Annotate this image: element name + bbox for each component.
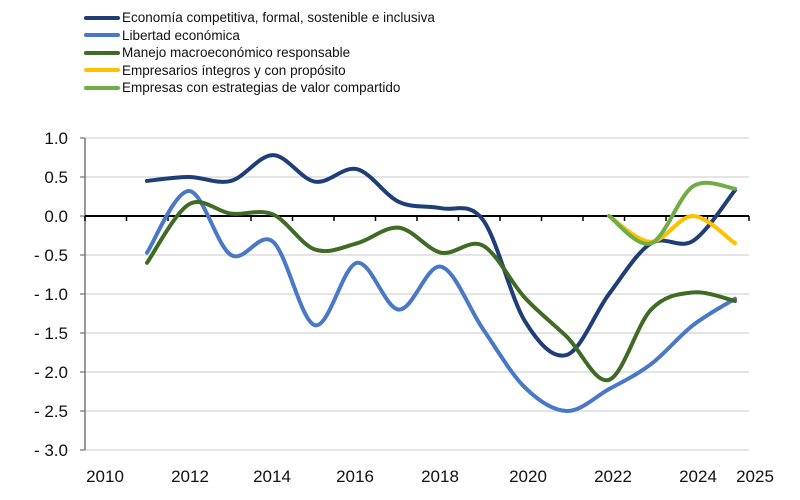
legend-item: Economía competitiva, formal, sostenible… bbox=[84, 9, 435, 27]
y-tick-label: - 3.0 bbox=[34, 441, 68, 460]
x-tick-label: 2010 bbox=[86, 467, 124, 486]
x-tick-label: 2014 bbox=[253, 467, 291, 486]
series-group bbox=[145, 189, 737, 414]
legend-label: Empresarios íntegros y con propósito bbox=[122, 62, 346, 78]
y-tick-label: 0.0 bbox=[44, 207, 68, 226]
series-line bbox=[145, 189, 737, 414]
legend-label: Economía competitiva, formal, sostenible… bbox=[122, 10, 435, 26]
x-tick-label: 2016 bbox=[336, 467, 374, 486]
series-group bbox=[145, 153, 737, 358]
y-tick-label: 1.0 bbox=[44, 129, 68, 148]
legend-item: Manejo macroeconómico responsable bbox=[84, 44, 435, 62]
legend-swatch bbox=[84, 68, 120, 73]
y-tick-label: - 1.0 bbox=[34, 285, 68, 304]
x-tick-labels: 2010 2012 2014 2016 2018 2020 2022 2024 2025 bbox=[86, 467, 774, 486]
legend-swatch bbox=[84, 33, 120, 38]
y-tick-labels: 1.0 0.5 0.0 - 0.5 - 1.0 - 1.5 - 2.0 - 2.5 - 3.0 bbox=[34, 129, 68, 460]
y-tick-label: - 2.5 bbox=[34, 402, 68, 421]
series-line bbox=[607, 180, 737, 246]
legend-swatch bbox=[84, 85, 120, 90]
chart-legend: Economía competitiva, formal, sostenible… bbox=[84, 9, 435, 97]
legend-swatch bbox=[84, 50, 120, 55]
legend-label: Empresas con estrategias de valor compar… bbox=[122, 80, 401, 96]
x-tick-label: 2025 bbox=[736, 467, 774, 486]
legend-item: Empresas con estrategias de valor compar… bbox=[84, 79, 435, 97]
y-tick-label: - 1.5 bbox=[34, 324, 68, 343]
series-group bbox=[607, 180, 737, 246]
y-tick-label: - 2.0 bbox=[34, 363, 68, 382]
y-tick-label: - 0.5 bbox=[34, 246, 68, 265]
x-tick-label: 2012 bbox=[171, 467, 209, 486]
series-line bbox=[145, 153, 737, 358]
x-tick-label: 2024 bbox=[679, 467, 717, 486]
legend-item: Libertad económica bbox=[84, 27, 435, 45]
x-tick-label: 2022 bbox=[594, 467, 632, 486]
legend-label: Libertad económica bbox=[122, 27, 240, 43]
x-tick-label: 2020 bbox=[509, 467, 547, 486]
legend-item: Empresarios íntegros y con propósito bbox=[84, 62, 435, 80]
legend-swatch bbox=[84, 15, 120, 20]
x-tick-label: 2018 bbox=[421, 467, 459, 486]
series-group bbox=[145, 200, 737, 382]
legend-label: Manejo macroeconómico responsable bbox=[122, 45, 351, 61]
series-lines bbox=[145, 153, 737, 414]
y-tick-label: 0.5 bbox=[44, 168, 68, 187]
series-line bbox=[145, 200, 737, 382]
